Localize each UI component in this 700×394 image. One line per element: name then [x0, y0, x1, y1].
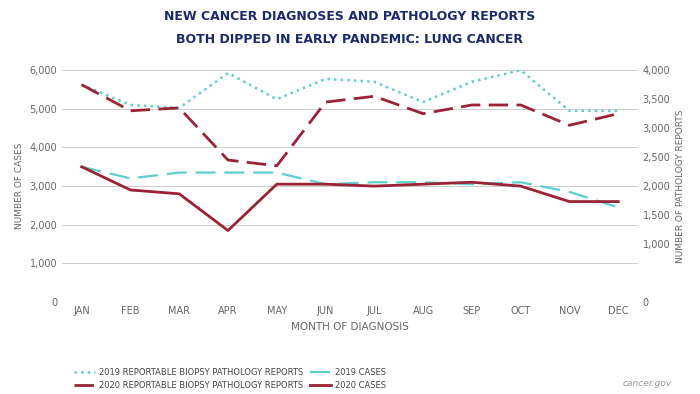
2020 CASES	[419, 182, 427, 186]
2020 CASES	[321, 182, 330, 186]
2019 REPORTABLE BIOPSY PATHOLOGY REPORTS	[468, 80, 476, 84]
2020 CASES	[175, 191, 183, 196]
2019 CASES	[224, 170, 232, 175]
2020 CASES	[565, 199, 573, 204]
2019 CASES	[468, 182, 476, 186]
2020 REPORTABLE BIOPSY PATHOLOGY REPORTS	[126, 108, 134, 113]
Text: cancer.gov: cancer.gov	[623, 379, 672, 388]
2019 REPORTABLE BIOPSY PATHOLOGY REPORTS	[419, 100, 427, 104]
2020 CASES	[614, 199, 622, 204]
Line: 2020 REPORTABLE BIOPSY PATHOLOGY REPORTS: 2020 REPORTABLE BIOPSY PATHOLOGY REPORTS	[82, 85, 618, 166]
2020 REPORTABLE BIOPSY PATHOLOGY REPORTS	[175, 106, 183, 110]
2019 CASES	[126, 176, 134, 181]
Line: 2019 REPORTABLE BIOPSY PATHOLOGY REPORTS: 2019 REPORTABLE BIOPSY PATHOLOGY REPORTS	[82, 70, 618, 111]
2020 CASES	[517, 184, 525, 188]
2019 CASES	[370, 180, 379, 185]
Text: NEW CANCER DIAGNOSES AND PATHOLOGY REPORTS: NEW CANCER DIAGNOSES AND PATHOLOGY REPOR…	[164, 10, 536, 23]
2019 REPORTABLE BIOPSY PATHOLOGY REPORTS	[614, 108, 622, 113]
2019 CASES	[321, 182, 330, 186]
2019 CASES	[565, 190, 573, 194]
2019 CASES	[614, 205, 622, 210]
Legend: 2019 REPORTABLE BIOPSY PATHOLOGY REPORTS, 2020 REPORTABLE BIOPSY PATHOLOGY REPOR: 2019 REPORTABLE BIOPSY PATHOLOGY REPORTS…	[74, 368, 386, 390]
2020 REPORTABLE BIOPSY PATHOLOGY REPORTS	[517, 102, 525, 107]
Line: 2020 CASES: 2020 CASES	[82, 167, 618, 230]
2020 REPORTABLE BIOPSY PATHOLOGY REPORTS	[272, 164, 281, 168]
2019 CASES	[419, 180, 427, 185]
Y-axis label: NUMBER OF PATHOLOGY REPORTS: NUMBER OF PATHOLOGY REPORTS	[676, 110, 685, 263]
2019 REPORTABLE BIOPSY PATHOLOGY REPORTS	[175, 106, 183, 110]
2020 CASES	[468, 180, 476, 185]
2019 REPORTABLE BIOPSY PATHOLOGY REPORTS	[272, 97, 281, 102]
2019 REPORTABLE BIOPSY PATHOLOGY REPORTS	[565, 108, 573, 113]
2019 REPORTABLE BIOPSY PATHOLOGY REPORTS	[126, 102, 134, 107]
2020 CASES	[126, 188, 134, 192]
2019 REPORTABLE BIOPSY PATHOLOGY REPORTS	[78, 82, 86, 87]
2019 CASES	[78, 164, 86, 169]
2019 CASES	[175, 170, 183, 175]
Text: BOTH DIPPED IN EARLY PANDEMIC: LUNG CANCER: BOTH DIPPED IN EARLY PANDEMIC: LUNG CANC…	[176, 33, 524, 46]
2019 REPORTABLE BIOPSY PATHOLOGY REPORTS	[370, 80, 379, 84]
2019 REPORTABLE BIOPSY PATHOLOGY REPORTS	[321, 76, 330, 81]
2019 CASES	[272, 170, 281, 175]
2020 REPORTABLE BIOPSY PATHOLOGY REPORTS	[321, 100, 330, 104]
2020 CASES	[370, 184, 379, 188]
2020 CASES	[78, 164, 86, 169]
2019 REPORTABLE BIOPSY PATHOLOGY REPORTS	[517, 68, 525, 72]
2020 REPORTABLE BIOPSY PATHOLOGY REPORTS	[224, 158, 232, 162]
2020 REPORTABLE BIOPSY PATHOLOGY REPORTS	[614, 112, 622, 116]
2020 CASES	[224, 228, 232, 233]
2019 REPORTABLE BIOPSY PATHOLOGY REPORTS	[224, 71, 232, 76]
2019 CASES	[517, 180, 525, 185]
2020 REPORTABLE BIOPSY PATHOLOGY REPORTS	[370, 94, 379, 98]
2020 REPORTABLE BIOPSY PATHOLOGY REPORTS	[419, 112, 427, 116]
2020 REPORTABLE BIOPSY PATHOLOGY REPORTS	[468, 102, 476, 107]
X-axis label: MONTH OF DIAGNOSIS: MONTH OF DIAGNOSIS	[291, 322, 409, 332]
2020 CASES	[272, 182, 281, 186]
2020 REPORTABLE BIOPSY PATHOLOGY REPORTS	[78, 82, 86, 87]
Line: 2019 CASES: 2019 CASES	[82, 167, 618, 207]
2020 REPORTABLE BIOPSY PATHOLOGY REPORTS	[565, 123, 573, 128]
Y-axis label: NUMBER OF CASES: NUMBER OF CASES	[15, 143, 24, 229]
